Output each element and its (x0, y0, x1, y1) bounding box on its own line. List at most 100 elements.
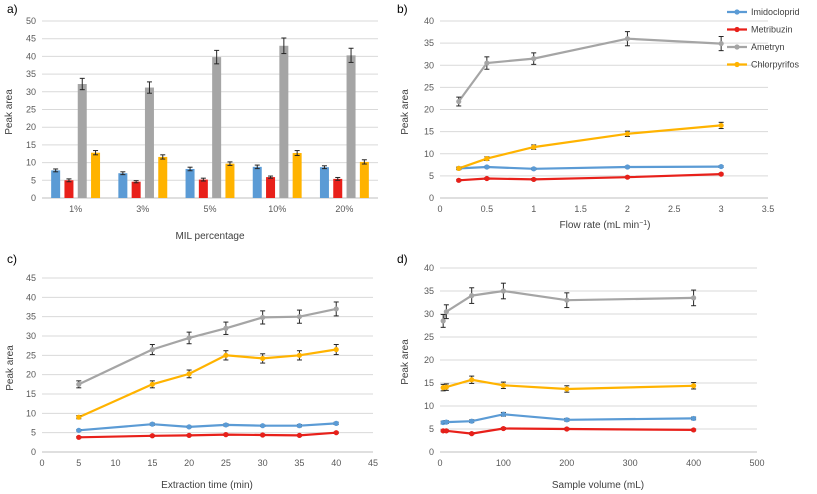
data-point-metribuzin (296, 432, 303, 438)
data-point-ametryn (440, 318, 446, 324)
x-tick-label: 15 (147, 458, 157, 468)
data-point-ametryn (500, 288, 506, 294)
y-axis-label: Peak area (400, 89, 411, 135)
data-point-ametryn (260, 314, 266, 321)
y-tick-label: 20 (26, 122, 36, 132)
x-axis-label: MIL percentage (175, 231, 245, 242)
y-tick-label: 25 (26, 105, 36, 115)
data-point-metribuzin (564, 426, 570, 432)
y-tick-label: 0 (429, 447, 434, 457)
x-axis-label-superscript: −1 (639, 220, 647, 227)
y-tick-label: 5 (31, 175, 36, 185)
x-tick-label: 1 (531, 204, 536, 214)
bar-imidocloprid (252, 166, 262, 198)
bar-chlorpyrifos (359, 161, 369, 198)
y-axis-label: Peak area (400, 339, 411, 385)
x-tick-label: 35 (294, 458, 304, 468)
x-tick-label: 3% (136, 204, 149, 214)
y-tick-label: 0 (429, 193, 434, 203)
y-tick-label: 10 (26, 158, 36, 168)
data-point-metribuzin (223, 432, 229, 438)
data-point-ametryn (149, 346, 155, 353)
data-point-metribuzin (76, 434, 82, 440)
y-tick-label: 20 (424, 105, 434, 115)
data-point-chlorpyrifos (624, 131, 631, 137)
y-tick-label: 10 (26, 408, 36, 418)
data-point-imidocloprid (149, 421, 155, 427)
data-point-chlorpyrifos (149, 381, 155, 387)
data-point-ametryn (186, 335, 192, 341)
y-tick-label: 10 (424, 401, 434, 411)
data-point-chlorpyrifos (469, 377, 475, 383)
y-tick-label: 30 (26, 331, 36, 341)
y-tick-label: 0 (31, 193, 36, 203)
data-point-metribuzin (718, 171, 724, 177)
data-point-chlorpyrifos (484, 156, 490, 162)
panel-label: b) (397, 2, 408, 16)
x-axis-label: Extraction time (min) (161, 480, 253, 491)
bar-metribuzin (333, 178, 343, 198)
y-tick-label: 20 (424, 355, 434, 365)
data-point-imidocloprid (564, 417, 570, 423)
data-point-chlorpyrifos (443, 384, 449, 390)
legend-marker-chlorpyrifos (734, 61, 740, 68)
bar-imidocloprid (319, 167, 329, 198)
y-tick-label: 15 (424, 127, 434, 137)
bar-chlorpyrifos (158, 156, 168, 198)
bar-ametryn (212, 57, 222, 198)
y-tick-label: 50 (26, 16, 36, 26)
data-point-imidocloprid (718, 163, 724, 170)
bar-imidocloprid (51, 170, 61, 198)
x-tick-label: 20% (335, 204, 353, 214)
data-point-chlorpyrifos (76, 414, 82, 420)
x-tick-label: 2 (625, 204, 630, 214)
data-point-ametryn (691, 295, 697, 301)
data-point-ametryn (223, 325, 229, 331)
y-tick-label: 15 (26, 389, 36, 399)
panel-label: a) (7, 2, 18, 16)
data-point-chlorpyrifos (456, 165, 462, 171)
y-tick-label: 25 (424, 82, 434, 92)
data-point-imidocloprid (500, 411, 506, 417)
y-tick-label: 5 (429, 171, 434, 181)
data-point-imidocloprid (260, 423, 266, 429)
data-point-metribuzin (149, 433, 155, 439)
data-point-ametryn (333, 306, 339, 312)
y-tick-label: 45 (26, 34, 36, 44)
data-point-ametryn (443, 309, 449, 315)
x-tick-label: 3.5 (762, 204, 775, 214)
data-point-imidocloprid (186, 424, 192, 430)
x-axis-label: Sample volume (mL) (552, 480, 644, 491)
y-tick-label: 5 (31, 428, 36, 438)
series-line-imidocloprid (458, 165, 722, 170)
y-tick-label: 20 (26, 370, 36, 380)
data-point-chlorpyrifos (186, 371, 192, 377)
x-tick-label: 3 (719, 204, 724, 214)
data-point-ametryn (484, 60, 490, 66)
data-point-ametryn (469, 293, 475, 299)
data-point-metribuzin (691, 427, 697, 433)
y-tick-label: 25 (26, 350, 36, 360)
data-point-chlorpyrifos (333, 346, 339, 353)
x-tick-label: 10 (111, 458, 121, 468)
legend: Imidocloprid Metribuzin Ametryn Chlorpyrifo… (727, 7, 800, 70)
y-tick-label: 45 (26, 273, 36, 283)
x-tick-label: 500 (749, 458, 764, 468)
bar-metribuzin (131, 181, 141, 198)
series-line-ametryn (442, 289, 694, 322)
y-axis-label: Peak area (5, 345, 16, 391)
y-tick-label: 15 (424, 378, 434, 388)
data-point-imidocloprid (469, 418, 475, 424)
data-point-metribuzin (500, 425, 506, 432)
legend-label-ametryn: Ametryn (751, 42, 785, 52)
y-tick-label: 0 (31, 447, 36, 457)
legend-label-metribuzin: Metribuzin (751, 25, 793, 35)
data-point-ametryn (624, 36, 631, 42)
data-point-imidocloprid (333, 420, 339, 426)
bar-ametryn (144, 87, 154, 198)
x-tick-label: 400 (686, 458, 701, 468)
x-tick-label: 100 (496, 458, 511, 468)
data-point-chlorpyrifos (296, 352, 303, 358)
y-tick-label: 40 (26, 292, 36, 302)
data-point-ametryn (296, 314, 303, 320)
